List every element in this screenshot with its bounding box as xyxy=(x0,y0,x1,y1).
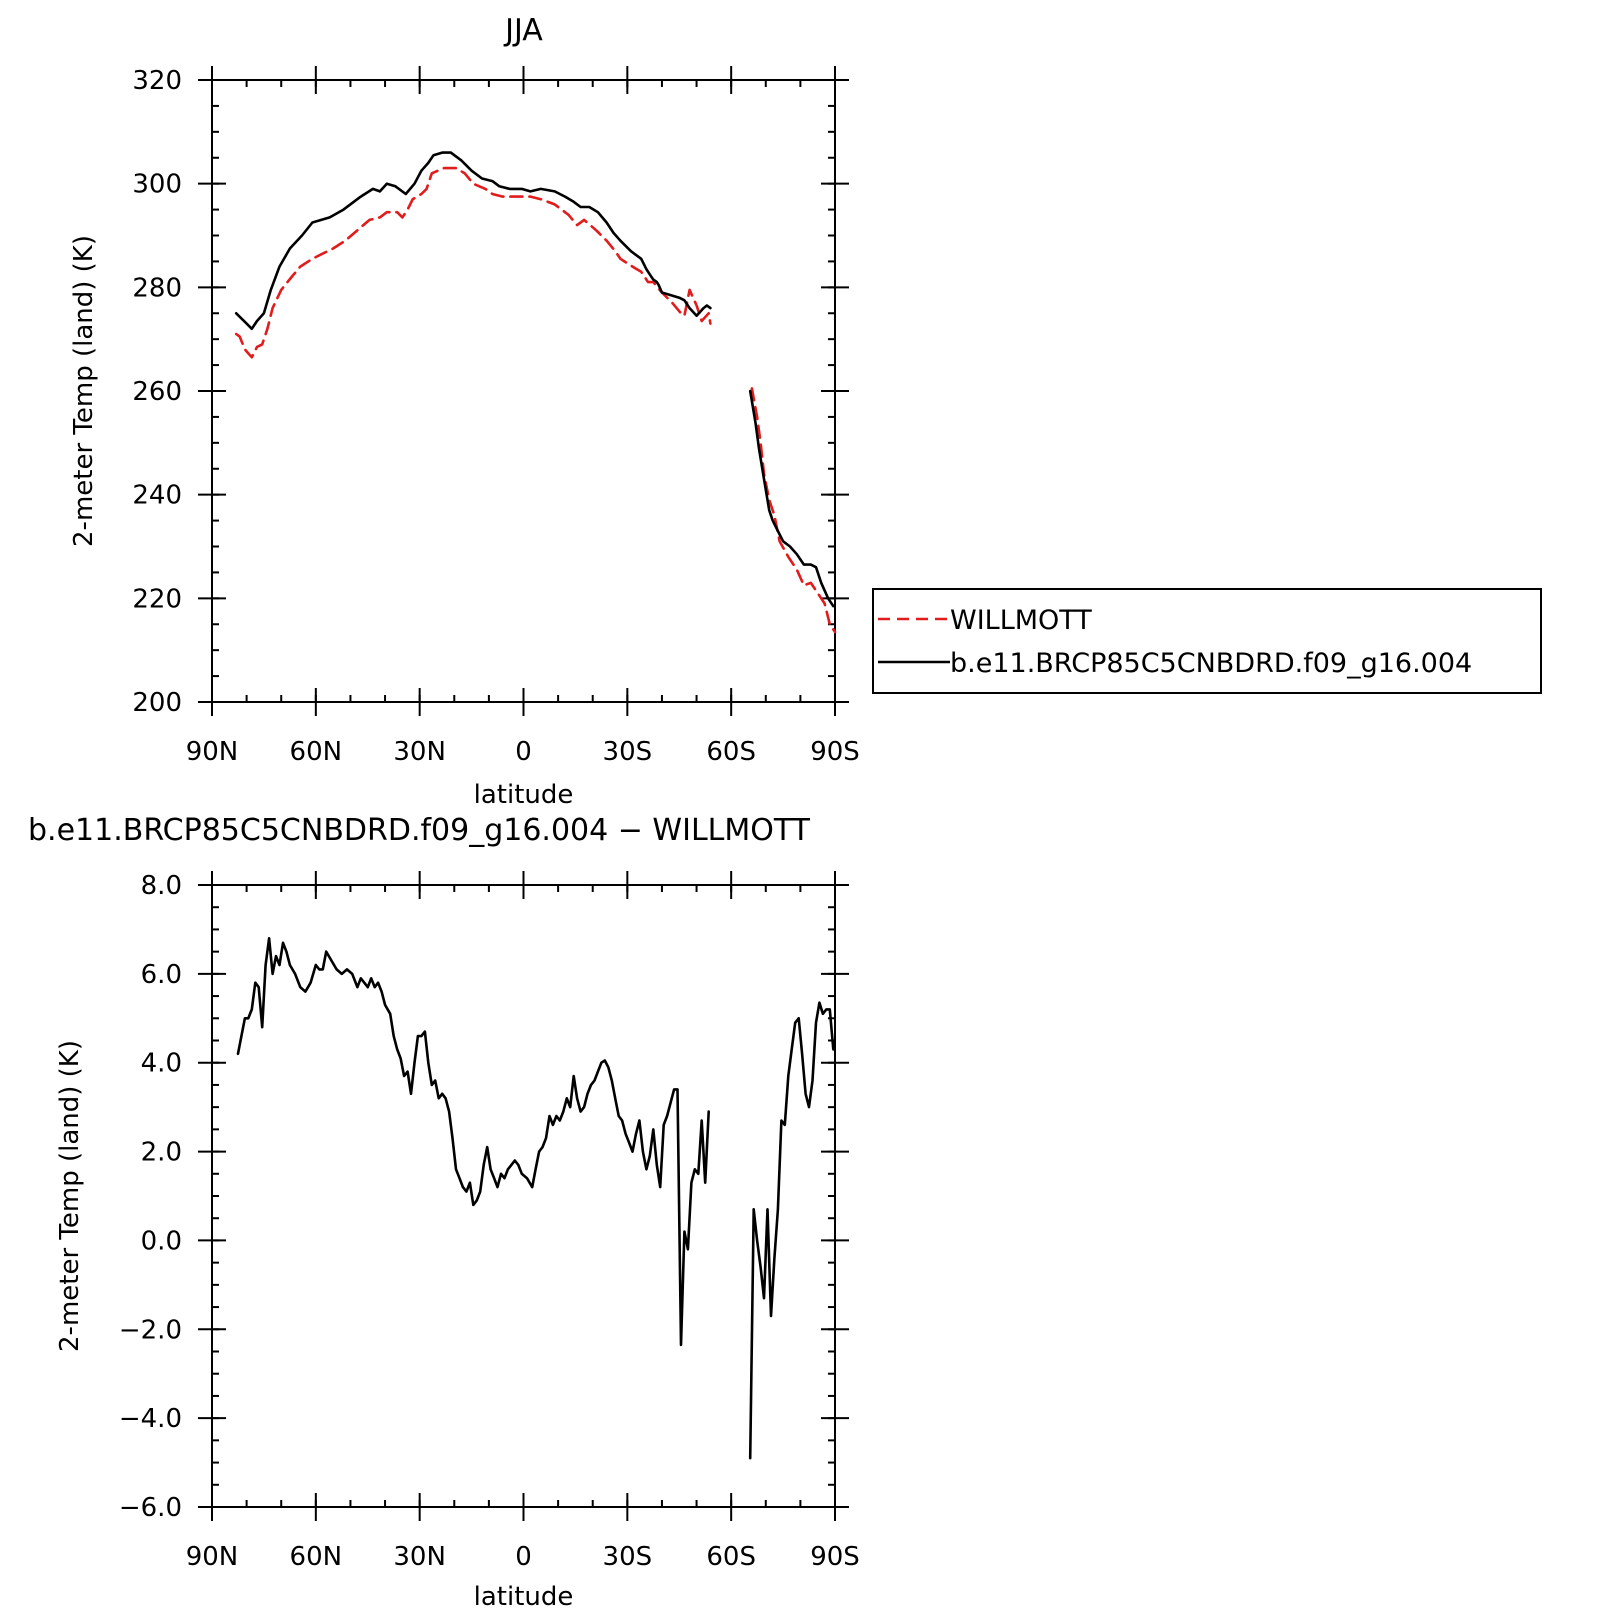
y-tick-label: 0.0 xyxy=(141,1226,182,1256)
x-tick-label: 60N xyxy=(290,737,343,767)
x-tick-label: 30N xyxy=(393,737,446,767)
chart-panel-2: 90N 60N 30N 0 30S 60S 90S −6.0 −4.0 −2.0 0.0 2.0 4.0… xyxy=(28,813,860,1608)
series-line-2-segment-1 xyxy=(234,151,712,331)
x-tick-label: 60N xyxy=(290,1542,343,1572)
series-line-1-segment-1 xyxy=(236,936,711,1347)
x-tick-label: 30N xyxy=(393,1542,446,1572)
y-tick-label: −2.0 xyxy=(119,1315,182,1345)
legend-box xyxy=(872,588,1542,694)
y-tick-label: 2.0 xyxy=(141,1138,182,1168)
series-line-1-segment-1 xyxy=(234,166,712,359)
plot-frame xyxy=(211,884,836,1508)
y-tick-label: 260 xyxy=(132,377,182,407)
x-axis-title: latitude xyxy=(474,780,574,810)
y-axis-title: 2-meter Temp (land) (K) xyxy=(55,1040,85,1352)
x-tick-label: 0 xyxy=(515,1542,532,1572)
x-tick-label: 30S xyxy=(603,1542,653,1572)
y-tick-label: −6.0 xyxy=(119,1493,182,1523)
y-tick-label: 8.0 xyxy=(141,871,182,901)
chart-title: b.e11.BRCP85C5CNBDRD.f09_g16.004 − WILLM… xyxy=(28,813,811,848)
x-tick-label: 90N xyxy=(186,1542,239,1572)
chart-panel-1: 90N 60N 30N 0 30S 60S 90S 200 220 240 260 280 300 320… xyxy=(69,13,1542,810)
legend-label-2: b.e11.BRCP85C5CNBDRD.f09_g16.004 xyxy=(950,648,1472,679)
x-axis-title: latitude xyxy=(474,1582,574,1608)
y-tick-label: 4.0 xyxy=(141,1049,182,1079)
y-tick-label: −4.0 xyxy=(119,1404,182,1434)
x-tick-label: 90S xyxy=(810,1542,860,1572)
series-line-2-segment-2 xyxy=(748,389,835,608)
series-line-1-segment-2 xyxy=(748,1001,835,1460)
series-line-1-segment-2 xyxy=(750,387,837,634)
legend-label-1: WILLMOTT xyxy=(950,605,1092,636)
y-tick-label: 200 xyxy=(132,688,182,718)
x-tick-label: 0 xyxy=(515,737,532,767)
chart-title: JJA xyxy=(503,13,543,48)
legend: WILLMOTT b.e11.BRCP85C5CNBDRD.f09_g16.004 xyxy=(872,588,1542,694)
x-tick-label: 90N xyxy=(186,737,239,767)
x-tick-label: 30S xyxy=(603,737,653,767)
plot-frame xyxy=(211,79,836,703)
y-tick-label: 320 xyxy=(132,66,182,96)
x-tick-label: 60S xyxy=(706,737,756,767)
y-tick-label: 240 xyxy=(132,481,182,511)
x-tick-label: 90S xyxy=(810,737,860,767)
y-tick-label: 280 xyxy=(132,273,182,303)
y-tick-label: 6.0 xyxy=(141,960,182,990)
y-tick-label: 300 xyxy=(132,170,182,200)
y-axis-title: 2-meter Temp (land) (K) xyxy=(69,235,99,547)
x-tick-label: 60S xyxy=(706,1542,756,1572)
y-tick-label: 220 xyxy=(132,584,182,614)
